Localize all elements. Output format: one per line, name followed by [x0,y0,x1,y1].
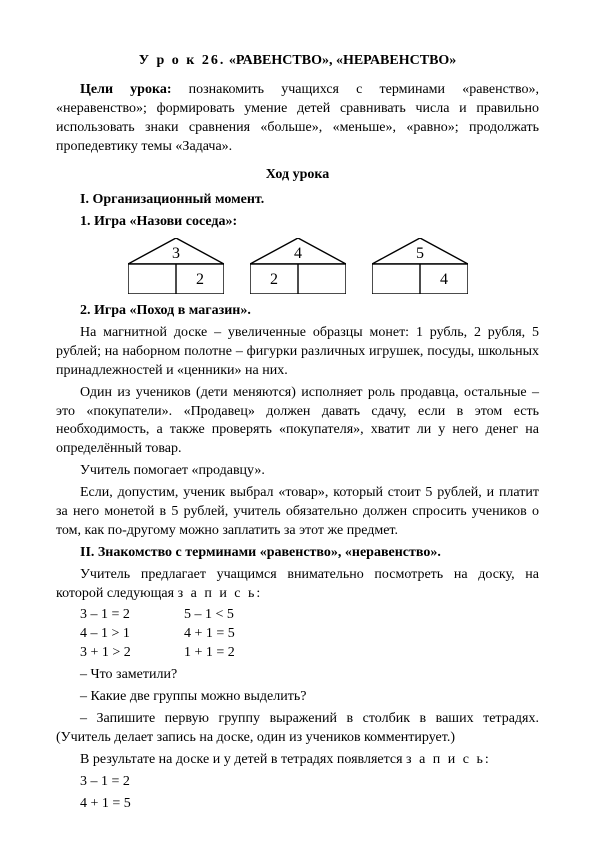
game-1-heading: 1. Игра «Назови соседа»: [56,213,539,232]
page: У р о к 26. «РАВЕНСТВО», «НЕРАВЕНСТВО» Ц… [0,0,595,842]
paragraph-6a: В результате на доске и у детей в тетрад… [80,752,406,767]
paragraph-6: В результате на доске и у детей в тетрад… [56,751,539,770]
house-diagram-2: 4 2 [250,238,346,294]
question-3: – Запишите первую группу выражений в сто… [56,710,539,748]
house-diagram-3: 5 4 [372,238,468,294]
title-rest: «РАВЕНСТВО», «НЕРАВЕНСТВО» [225,53,456,68]
paragraph-5a: Учитель предлагает учащимся внимательно … [56,567,539,601]
house-diagram-1: 3 2 [128,238,224,294]
house-2-roof: 4 [294,245,302,262]
house-2-left: 2 [270,271,278,288]
eq-3-1: 3 + 1 > 2 [80,644,144,663]
house-1-roof: 3 [172,245,180,262]
progress-heading: Ход урока [56,166,539,185]
equation-row-2: 4 – 1 > 1 4 + 1 = 5 [56,625,539,644]
section-2-heading: II. Знакомство с терминами «равенство», … [56,544,539,563]
eq-3-2: 1 + 1 = 2 [184,644,248,663]
title-prefix: У р о к 26. [139,53,226,68]
paragraph-6b: з а п и с ь: [406,752,491,767]
lesson-title: У р о к 26. «РАВЕНСТВО», «НЕРАВЕНСТВО» [56,52,539,71]
goals-block: Цели урока: познакомить учащихся с терми… [56,81,539,157]
paragraph-2: Один из учеников (дети меняются) исполня… [56,384,539,460]
result-1: 3 – 1 = 2 [56,773,539,792]
game-2-heading: 2. Игра «Поход в магазин». [56,302,539,321]
paragraph-5: Учитель предлагает учащимся внимательно … [56,566,539,604]
house-3-roof: 5 [416,245,424,262]
paragraph-5b: з а п и с ь: [178,586,263,601]
eq-2-2: 4 + 1 = 5 [184,625,248,644]
equation-row-3: 3 + 1 > 2 1 + 1 = 2 [56,644,539,663]
house-1-right: 2 [196,271,204,288]
eq-1-1: 3 – 1 = 2 [80,606,144,625]
equation-row-1: 3 – 1 = 2 5 – 1 < 5 [56,606,539,625]
result-2: 4 + 1 = 5 [56,795,539,814]
section-1-heading: I. Организационный момент. [56,191,539,210]
house-3-right: 4 [440,271,448,288]
question-1: – Что заметили? [56,666,539,685]
paragraph-1: На магнитной доске – увеличенные образцы… [56,324,539,381]
paragraph-3: Учитель помогает «продавцу». [56,462,539,481]
eq-1-2: 5 – 1 < 5 [184,606,248,625]
question-2: – Какие две группы можно выделить? [56,688,539,707]
eq-2-1: 4 – 1 > 1 [80,625,144,644]
houses-row: 3 2 4 2 5 4 [56,238,539,294]
paragraph-4: Если, допустим, ученик выбрал «товар», к… [56,484,539,541]
goals-label: Цели урока: [80,82,171,97]
